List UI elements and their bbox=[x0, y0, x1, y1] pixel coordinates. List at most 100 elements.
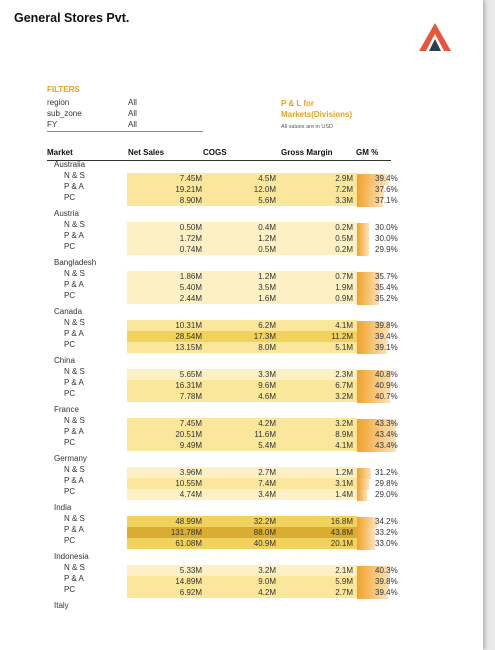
division-name[interactable]: P & A bbox=[64, 574, 84, 583]
net-sales-value: 8.90M bbox=[179, 196, 202, 205]
gm-pct-bar bbox=[357, 223, 369, 234]
gross-margin-value: 4.1M bbox=[335, 441, 353, 450]
net-sales-value: 14.89M bbox=[175, 577, 202, 586]
cogs-value: 8.0M bbox=[258, 343, 276, 352]
gm-pct-bar bbox=[357, 441, 396, 452]
gross-margin-value: 0.2M bbox=[335, 245, 353, 254]
market-name[interactable]: China bbox=[54, 356, 75, 365]
net-sales-band bbox=[127, 429, 357, 440]
division-name[interactable]: PC bbox=[64, 585, 76, 594]
filter-region[interactable]: region All bbox=[47, 98, 203, 109]
net-sales-value: 1.72M bbox=[179, 234, 202, 243]
filter-sub-zone[interactable]: sub_zone All bbox=[47, 109, 203, 120]
filter-fy[interactable]: FY All bbox=[47, 120, 203, 131]
division-name[interactable]: PC bbox=[64, 389, 76, 398]
cogs-value: 11.6M bbox=[254, 430, 276, 439]
gm-pct-bar bbox=[357, 332, 388, 343]
market-name[interactable]: Italy bbox=[54, 601, 69, 610]
market-name[interactable]: France bbox=[54, 405, 79, 414]
division-name[interactable]: N & S bbox=[64, 563, 85, 572]
gm-pct-value: 39.8% bbox=[375, 577, 398, 586]
division-name[interactable]: N & S bbox=[64, 220, 85, 229]
net-sales-value: 10.31M bbox=[175, 321, 202, 330]
gm-pct-bar bbox=[357, 381, 391, 392]
division-name[interactable]: PC bbox=[64, 536, 76, 545]
division-name[interactable]: PC bbox=[64, 193, 76, 202]
division-name[interactable]: P & A bbox=[64, 182, 84, 191]
net-sales-band bbox=[127, 320, 357, 331]
header-gm-pct[interactable]: GM % bbox=[356, 148, 379, 157]
division-name[interactable]: N & S bbox=[64, 318, 85, 327]
header-cogs[interactable]: COGS bbox=[203, 148, 227, 157]
net-sales-band bbox=[127, 271, 357, 282]
gross-margin-value: 2.3M bbox=[335, 370, 353, 379]
net-sales-band bbox=[127, 538, 357, 549]
gross-margin-value: 3.2M bbox=[335, 392, 353, 401]
gm-pct-bar bbox=[357, 419, 396, 430]
division-name[interactable]: PC bbox=[64, 340, 76, 349]
gm-pct-value: 39.4% bbox=[375, 332, 398, 341]
division-name[interactable]: N & S bbox=[64, 367, 85, 376]
net-sales-band bbox=[127, 222, 357, 233]
division-name[interactable]: P & A bbox=[64, 476, 84, 485]
division-name[interactable]: P & A bbox=[64, 231, 84, 240]
gm-pct-value: 30.0% bbox=[375, 223, 398, 232]
gross-margin-value: 8.9M bbox=[335, 430, 353, 439]
gross-margin-value: 20.1M bbox=[330, 539, 353, 548]
net-sales-band bbox=[127, 576, 357, 587]
division-name[interactable]: PC bbox=[64, 291, 76, 300]
net-sales-value: 6.92M bbox=[179, 588, 202, 597]
division-name[interactable]: PC bbox=[64, 438, 76, 447]
company-name: General Stores Pvt. bbox=[14, 11, 130, 25]
market-name[interactable]: Bangladesh bbox=[54, 258, 97, 267]
market-name[interactable]: India bbox=[54, 503, 72, 512]
gross-margin-value: 2.9M bbox=[335, 174, 353, 183]
division-name[interactable]: N & S bbox=[64, 269, 85, 278]
division-name[interactable]: N & S bbox=[64, 171, 85, 180]
division-name[interactable]: N & S bbox=[64, 465, 85, 474]
gross-margin-value: 5.9M bbox=[335, 577, 353, 586]
market-name[interactable]: Indonesia bbox=[54, 552, 89, 561]
division-name[interactable]: PC bbox=[64, 242, 76, 251]
market-name[interactable]: Canada bbox=[54, 307, 83, 316]
market-name[interactable]: Australia bbox=[54, 160, 86, 169]
market-name[interactable]: Germany bbox=[54, 454, 87, 463]
company-logo-icon bbox=[419, 23, 451, 51]
division-name[interactable]: P & A bbox=[64, 525, 84, 534]
gm-pct-value: 35.4% bbox=[375, 283, 398, 292]
report-title-line1: P & L for bbox=[281, 99, 315, 108]
division-name[interactable]: P & A bbox=[64, 329, 84, 338]
header-net-sales[interactable]: Net Sales bbox=[128, 148, 165, 157]
division-name[interactable]: P & A bbox=[64, 280, 84, 289]
division-name[interactable]: PC bbox=[64, 487, 76, 496]
net-sales-band bbox=[127, 527, 357, 538]
division-name[interactable]: P & A bbox=[64, 427, 84, 436]
cogs-value: 5.6M bbox=[258, 196, 276, 205]
net-sales-value: 0.50M bbox=[179, 223, 202, 232]
gm-pct-bar bbox=[357, 245, 369, 256]
gm-pct-value: 40.3% bbox=[375, 566, 398, 575]
gm-pct-bar bbox=[357, 577, 389, 588]
market-name[interactable]: Austria bbox=[54, 209, 79, 218]
header-gross-margin[interactable]: Gross Margin bbox=[281, 148, 333, 157]
gm-pct-value: 40.8% bbox=[375, 370, 398, 379]
cogs-value: 1.6M bbox=[258, 294, 276, 303]
gm-pct-bar bbox=[357, 468, 372, 479]
division-name[interactable]: P & A bbox=[64, 378, 84, 387]
division-name[interactable]: N & S bbox=[64, 514, 85, 523]
division-name[interactable]: N & S bbox=[64, 416, 85, 425]
net-sales-band bbox=[127, 587, 357, 598]
cogs-value: 7.4M bbox=[258, 479, 276, 488]
net-sales-value: 5.65M bbox=[179, 370, 202, 379]
gm-pct-value: 33.2% bbox=[375, 528, 398, 537]
cogs-value: 4.5M bbox=[258, 174, 276, 183]
net-sales-value: 19.21M bbox=[175, 185, 202, 194]
gross-margin-value: 1.9M bbox=[335, 283, 353, 292]
gm-pct-value: 39.8% bbox=[375, 321, 398, 330]
filter-label: FY bbox=[47, 120, 58, 129]
cogs-value: 3.4M bbox=[258, 490, 276, 499]
gm-pct-bar bbox=[357, 370, 391, 381]
net-sales-band bbox=[127, 293, 357, 304]
gross-margin-value: 4.1M bbox=[335, 321, 353, 330]
header-market[interactable]: Market bbox=[47, 148, 73, 157]
